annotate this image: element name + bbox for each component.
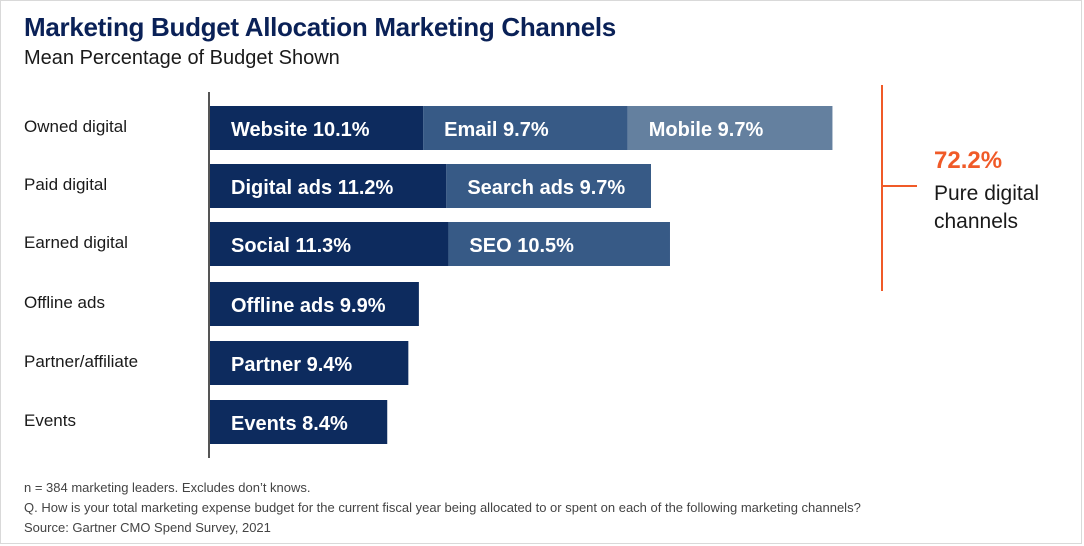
bar-label-offline-ads-0: Offline ads 9.9% (231, 295, 386, 317)
category-label-offline-ads: Offline ads (24, 293, 105, 312)
category-label-earned-digital: Earned digital (24, 233, 128, 252)
bar-label-earned-digital-0: Social 11.3% (231, 235, 351, 257)
bar-segment-partner-affiliate-0 (210, 341, 409, 385)
bar-segment-paid-digital-0 (210, 164, 447, 208)
chart-subtitle: Mean Percentage of Budget Shown (24, 47, 340, 69)
pure-digital-label: Pure digital channels (934, 182, 1040, 233)
category-label-paid-digital: Paid digital (24, 175, 107, 194)
bar-segment-paid-digital-1 (446, 164, 651, 208)
category-label-events: Events (24, 411, 76, 430)
bar-segment-earned-digital-1 (448, 222, 670, 266)
bar-label-owned-digital-1: Email 9.7% (444, 119, 549, 141)
bar-segment-owned-digital-2 (627, 106, 833, 150)
bar-label-partner-affiliate-0: Partner 9.4% (231, 354, 352, 376)
bar-label-owned-digital-2: Mobile 9.7% (649, 119, 764, 141)
bar-label-owned-digital-0: Website 10.1% (231, 119, 370, 141)
pure-digital-total: 72.2% (934, 147, 1003, 174)
category-label-partner-affiliate: Partner/affiliate (24, 352, 138, 371)
bar-segment-owned-digital-1 (423, 106, 628, 150)
bar-label-earned-digital-1: SEO 10.5% (469, 235, 574, 257)
bar-label-paid-digital-1: Search ads 9.7% (467, 177, 625, 199)
bar-segment-events-0 (210, 400, 388, 444)
footnotes: n = 384 marketing leaders. Excludes don’… (24, 478, 861, 538)
chart-title: Marketing Budget Allocation Marketing Ch… (24, 12, 616, 42)
bar-segment-offline-ads-0 (210, 282, 419, 326)
bar-segment-owned-digital-0 (210, 106, 424, 150)
footnote-sample: n = 384 marketing leaders. Excludes don’… (24, 480, 311, 495)
category-label-owned-digital: Owned digital (24, 117, 127, 136)
bar-label-paid-digital-0: Digital ads 11.2% (231, 177, 394, 199)
bar-label-events-0: Events 8.4% (231, 413, 348, 435)
footnote-question: Q. How is your total marketing expense b… (24, 500, 861, 515)
bar-segment-earned-digital-0 (210, 222, 449, 266)
footnote-source: Source: Gartner CMO Spend Survey, 2021 (24, 520, 271, 535)
